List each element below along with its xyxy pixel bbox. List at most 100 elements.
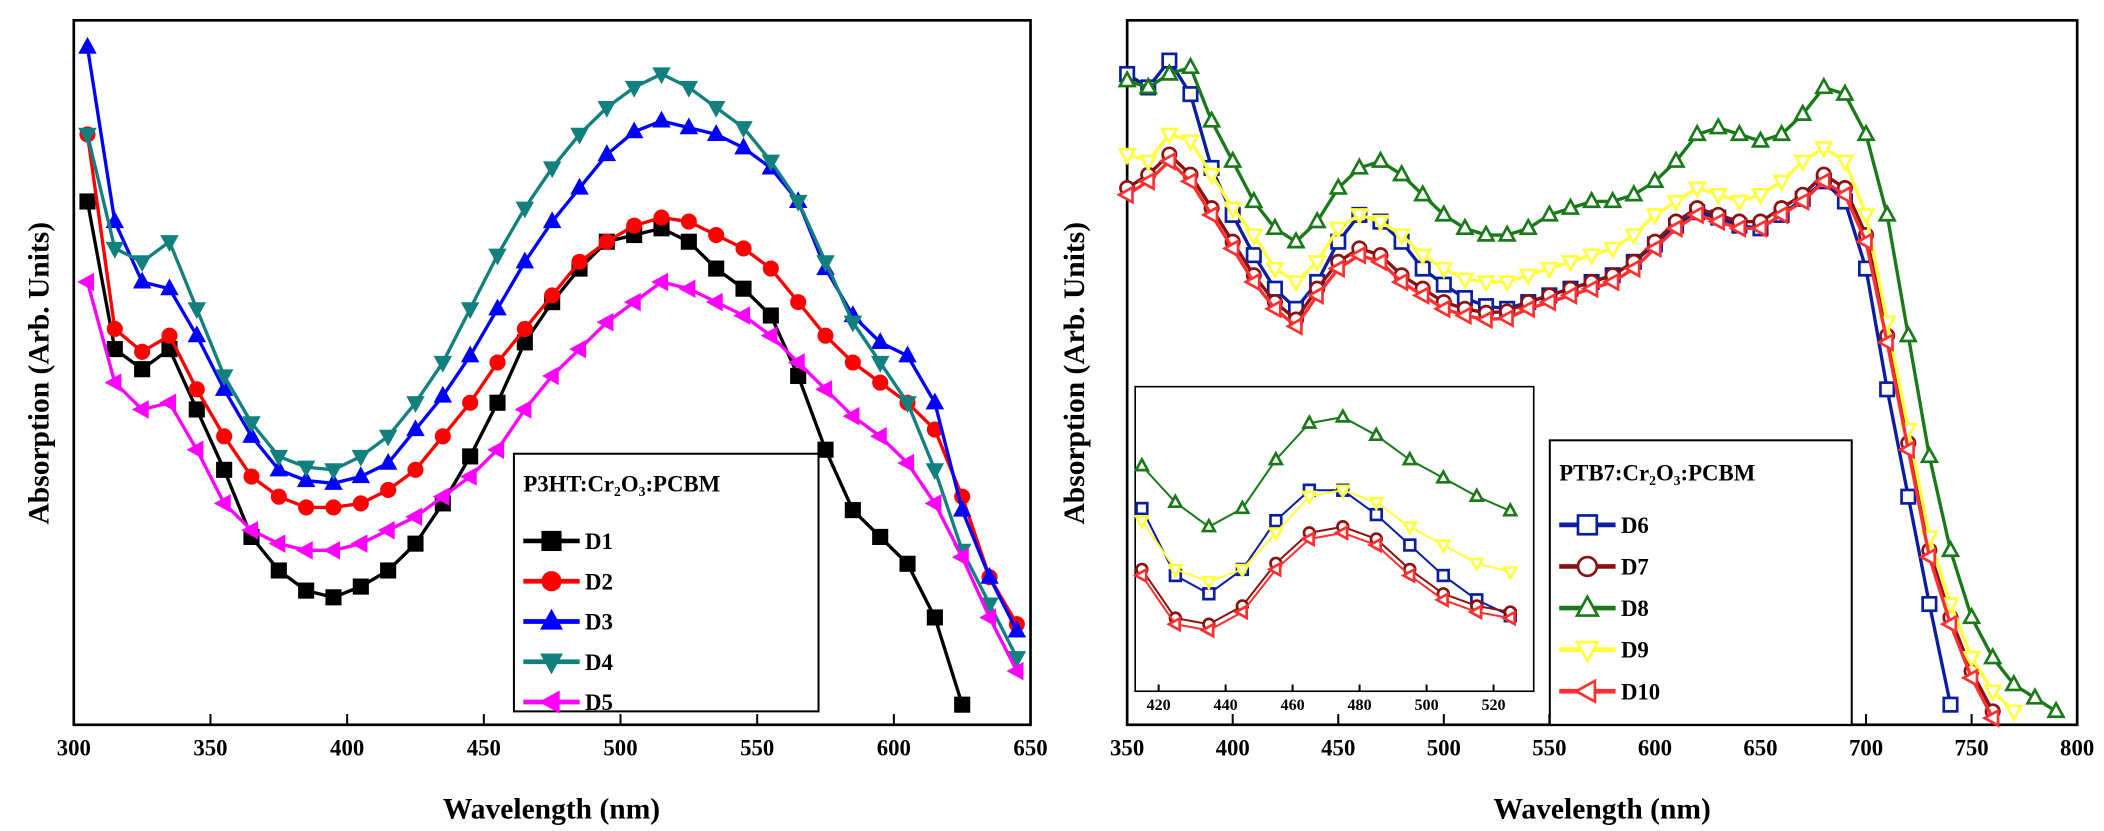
- data-point-D2: [188, 381, 205, 398]
- data-point-D10: [1559, 285, 1578, 306]
- data-point-D9: [1223, 201, 1243, 220]
- data-point-D1: [79, 193, 96, 210]
- data-point-D5: [323, 541, 341, 560]
- legend-marker-D1: [541, 530, 562, 552]
- data-point-D5: [760, 326, 778, 345]
- data-point-D10: [1200, 205, 1219, 225]
- data-point-D4: [898, 396, 917, 414]
- data-point-D4: [160, 235, 179, 252]
- data-point-D9: [2004, 704, 2024, 723]
- right-y-axis-label: Absorption (Arb. Units): [1059, 222, 1091, 525]
- data-point-D3: [160, 278, 179, 296]
- data-point-D8: [2004, 673, 2024, 692]
- data-point-D4: [433, 355, 453, 373]
- legend-label: D8: [1621, 596, 1649, 621]
- data-point-D8: [1476, 224, 1496, 242]
- data-point-D9: [1328, 221, 1348, 240]
- data-point-D3: [433, 385, 453, 403]
- series-D5: [77, 272, 1024, 681]
- data-point-D9: [1468, 557, 1485, 573]
- data-point-D5: [186, 440, 204, 459]
- data-point-D6: [1436, 568, 1451, 583]
- legend-item-D7: D7: [1559, 555, 1649, 580]
- right-legend-items: D6 D7 D8 D9 D10: [1559, 513, 1660, 704]
- data-point-D10: [1728, 218, 1747, 238]
- right-legend: PTB7:Cr₂O₃:PCBM D6 D7 D8 D9 D10: [1548, 439, 1853, 726]
- data-point-D10: [1199, 622, 1215, 639]
- data-point-D9: [1244, 228, 1264, 246]
- data-point-D5: [924, 494, 942, 513]
- data-point-D9: [1603, 241, 1623, 260]
- data-point-D4: [378, 429, 398, 447]
- data-point-D9: [1687, 181, 1707, 199]
- data-point-D9: [1349, 208, 1370, 226]
- data-point-D6: [1182, 86, 1199, 103]
- data-point-D5: [1006, 661, 1024, 681]
- data-point-D10: [1981, 708, 2000, 728]
- data-point-D3: [898, 345, 917, 363]
- data-point-D2: [790, 294, 807, 311]
- data-point-D10: [1467, 603, 1483, 621]
- data-point-D8: [1793, 103, 1813, 121]
- data-point-D9: [1307, 255, 1327, 273]
- data-point-D3: [378, 452, 398, 470]
- data-point-D3: [78, 36, 97, 54]
- right-chart-ptb7: 350 400 450 500 550 600 650 700 750 800 Wavelengt…: [1059, 18, 2094, 826]
- data-point-D4: [652, 67, 671, 85]
- legend-item-D9: D9: [1559, 638, 1649, 664]
- data-point-D1: [844, 502, 861, 519]
- data-point-D10: [1707, 211, 1725, 232]
- data-point-D8: [1138, 76, 1158, 95]
- data-point-D9: [1180, 134, 1201, 152]
- data-point-D2: [270, 488, 287, 505]
- data-point-D1: [954, 696, 971, 713]
- data-point-D8: [1307, 210, 1327, 229]
- data-point-D5: [104, 373, 122, 392]
- data-point-D8: [1201, 110, 1222, 128]
- data-point-D10: [1686, 205, 1704, 225]
- data-point-D9: [1455, 272, 1475, 291]
- data-point-D4: [214, 369, 234, 387]
- data-point-D3: [1007, 620, 1027, 638]
- data-point-D4: [542, 161, 562, 179]
- data-point-D9: [1159, 127, 1180, 146]
- x-tick-label: 460: [1281, 697, 1305, 714]
- data-point-D8: [1368, 426, 1385, 442]
- data-point-D9: [1961, 650, 1982, 669]
- data-point-D8: [1234, 499, 1251, 515]
- data-point-D9: [1234, 563, 1251, 579]
- x-tick-label: 550: [740, 736, 774, 761]
- series-D8: [1133, 407, 1519, 533]
- data-point-D5: [678, 279, 696, 298]
- data-point-D5: [131, 400, 149, 419]
- data-point-D3: [406, 419, 425, 437]
- x-tick-label: 450: [467, 736, 501, 761]
- data-point-D1: [817, 441, 834, 458]
- data-point-D10: [1918, 547, 1937, 567]
- data-point-D9: [1983, 684, 2003, 703]
- data-point-D5: [705, 292, 723, 312]
- data-point-D8: [1334, 407, 1352, 423]
- data-point-D8: [1267, 450, 1285, 466]
- data-point-D3: [242, 426, 261, 443]
- x-tick-label: 650: [1743, 736, 1777, 761]
- data-point-D10: [1242, 272, 1261, 292]
- series-D8: [1117, 56, 2066, 719]
- data-point-D2: [680, 213, 697, 230]
- data-point-D9: [1286, 275, 1306, 293]
- data-point-D8: [1223, 150, 1243, 168]
- data-point-D2: [735, 240, 752, 257]
- legend-label: D5: [585, 690, 613, 715]
- data-point-D8: [1877, 204, 1897, 222]
- data-point-D4: [187, 302, 207, 320]
- data-point-D4: [788, 194, 808, 212]
- data-point-D4: [351, 449, 371, 467]
- data-point-D8: [1328, 177, 1348, 195]
- data-point-D3: [269, 459, 289, 477]
- data-point-D6: [1942, 696, 1959, 713]
- x-tick-label: 550: [1532, 736, 1566, 761]
- data-point-D5: [869, 427, 887, 446]
- data-point-D3: [734, 137, 753, 155]
- data-point-D5: [842, 406, 860, 426]
